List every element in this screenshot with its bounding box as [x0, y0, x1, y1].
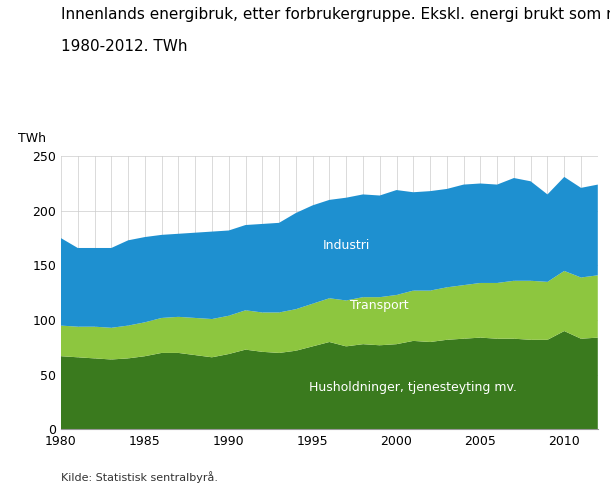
Text: Transport: Transport — [350, 300, 409, 312]
Text: TWh: TWh — [18, 132, 46, 145]
Text: 1980-2012. TWh: 1980-2012. TWh — [61, 39, 187, 54]
Text: Industri: Industri — [323, 239, 370, 252]
Text: Husholdninger, tjenesteyting mv.: Husholdninger, tjenesteyting mv. — [309, 382, 517, 394]
Text: Kilde: Statistisk sentralbyrå.: Kilde: Statistisk sentralbyrå. — [61, 471, 218, 483]
Text: Innenlands energibruk, etter forbrukergruppe. Ekskl. energi brukt som råstoff.: Innenlands energibruk, etter forbrukergr… — [61, 5, 610, 22]
